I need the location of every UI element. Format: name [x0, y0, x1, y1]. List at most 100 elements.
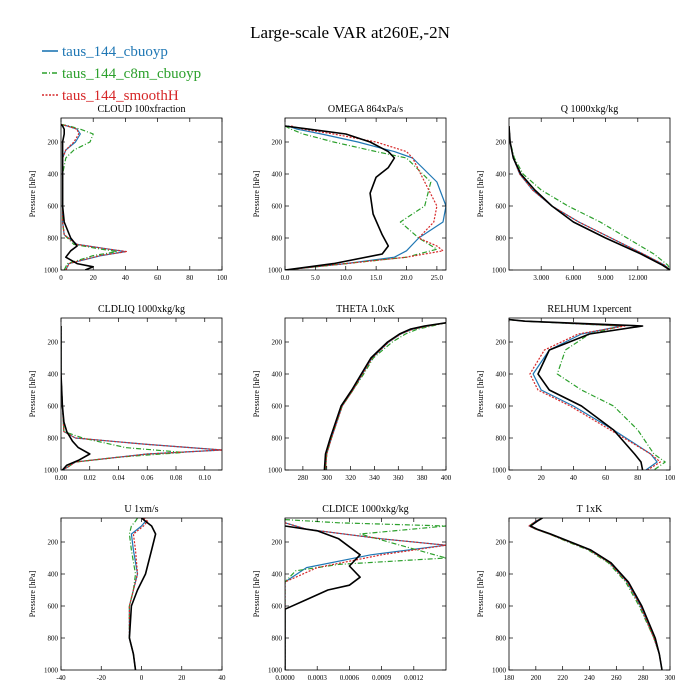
x-tick-label: 25.0: [431, 274, 444, 282]
x-tick-label: 60: [602, 474, 610, 482]
x-tick-label: 5.0: [311, 274, 320, 282]
y-tick-label: 600: [48, 403, 59, 411]
series-group: [128, 518, 157, 670]
x-tick-label: 400: [441, 474, 452, 482]
series-line-1: [528, 518, 663, 670]
x-tick-label: 280: [638, 674, 649, 682]
y-tick-label: 800: [48, 435, 59, 443]
y-tick-label: 800: [496, 235, 507, 243]
x-tick-label: -20: [97, 674, 107, 682]
y-tick-label: 200: [272, 539, 283, 547]
x-tick-label: 3.000: [533, 274, 549, 282]
panel-title: CLOUD 100xfraction: [97, 104, 185, 115]
plot-frame: [508, 117, 671, 271]
y-axis-label: Pressure [hPa]: [252, 570, 261, 617]
y-tick-label: 400: [48, 571, 59, 579]
legend-label-3: taus_144_smoothH: [62, 88, 179, 104]
y-tick-label: 1000: [492, 667, 507, 675]
series-group: [285, 519, 446, 670]
y-tick-label: 200: [496, 339, 507, 347]
series-line-4: [61, 326, 91, 470]
x-tick-label: 20.0: [400, 274, 413, 282]
series-line-3: [285, 125, 444, 270]
y-tick-label: 400: [48, 171, 59, 179]
y-axis-label: Pressure [hPa]: [28, 570, 37, 617]
y-axis-label: Pressure [hPa]: [476, 370, 485, 417]
plot-frame: [60, 317, 223, 471]
x-tick-label: 0: [140, 674, 144, 682]
y-tick-label: 600: [496, 403, 507, 411]
y-tick-label: 1000: [492, 267, 507, 275]
plot-frame: [60, 117, 223, 271]
x-tick-label: 12.000: [628, 274, 648, 282]
x-tick-label: 0.0000: [275, 674, 295, 682]
y-tick-label: 600: [496, 603, 507, 611]
x-tick-label: 0.0003: [308, 674, 328, 682]
series-line-2: [285, 125, 438, 270]
x-tick-label: 260: [611, 674, 622, 682]
y-axis-label: Pressure [hPa]: [252, 170, 261, 217]
x-tick-label: 300: [665, 674, 676, 682]
x-tick-label: 0.0012: [404, 674, 424, 682]
y-tick-label: 400: [48, 371, 59, 379]
series-line-2: [528, 518, 663, 670]
panel-title: RELHUM 1xpercent: [547, 304, 631, 315]
plot-frame: [508, 517, 671, 671]
x-tick-label: 280: [298, 474, 309, 482]
x-tick-label: 220: [557, 674, 568, 682]
y-tick-label: 200: [496, 139, 507, 147]
series-line-4: [509, 125, 670, 270]
series-line-3: [528, 518, 663, 670]
y-tick-label: 1000: [492, 467, 507, 475]
legend-label-2: taus_144_c8m_cbuoyp: [62, 66, 201, 82]
series-line-4: [285, 125, 396, 270]
y-tick-label: 200: [272, 339, 283, 347]
y-tick-label: 1000: [268, 667, 283, 675]
x-tick-label: 0.0006: [340, 674, 360, 682]
x-tick-label: 300: [321, 474, 332, 482]
panel-5: THETA 1.0xK Pressure [hPa] 280 300 320 340 360…: [252, 304, 452, 482]
plot-frame: [284, 517, 447, 671]
plot-frame: [284, 117, 447, 271]
series-line-2: [509, 125, 670, 270]
panel-title: Q 1000xkg/kg: [561, 104, 619, 115]
series-line-3: [509, 125, 670, 270]
x-tick-label: 0.04: [112, 474, 125, 482]
panel-title: OMEGA 864xPa/s: [328, 104, 403, 115]
panel-6: RELHUM 1xpercent Pressure [hPa] 0 20 40 60 80 1…: [476, 304, 676, 482]
x-tick-label: 10.0: [340, 274, 353, 282]
series-line-3: [324, 322, 446, 470]
x-tick-label: 100: [217, 274, 228, 282]
y-tick-label: 600: [272, 203, 283, 211]
y-tick-label: 400: [272, 171, 283, 179]
x-tick-label: 80: [186, 274, 194, 282]
series-line-2: [324, 322, 446, 470]
x-tick-label: 0.08: [170, 474, 183, 482]
panel-1: CLOUD 100xfraction Pressure [hPa] 0 20 40 60 8…: [28, 104, 228, 282]
x-tick-label: 60: [154, 274, 162, 282]
panel-title: U 1xm/s: [124, 504, 158, 515]
y-tick-label: 800: [272, 435, 283, 443]
y-tick-label: 1000: [44, 467, 59, 475]
x-tick-label: 0.0: [281, 274, 290, 282]
y-tick-label: 800: [272, 635, 283, 643]
x-tick-label: 20: [90, 274, 98, 282]
series-line-3: [285, 522, 446, 670]
series-line-1: [509, 125, 670, 270]
x-tick-label: 0: [59, 274, 63, 282]
y-tick-label: 200: [496, 539, 507, 547]
legend: taus_144_cbuoyp taus_144_c8m_cbuoyp taus_1…: [42, 44, 201, 104]
y-tick-label: 1000: [44, 667, 59, 675]
y-tick-label: 600: [48, 203, 59, 211]
x-tick-label: 6.000: [566, 274, 582, 282]
y-tick-label: 400: [496, 171, 507, 179]
series-line-1: [285, 522, 446, 670]
panels: CLOUD 100xfraction Pressure [hPa] 0 20 40 60 8…: [28, 104, 676, 682]
x-tick-label: 240: [584, 674, 595, 682]
series-line-4: [128, 518, 157, 670]
y-tick-label: 600: [272, 603, 283, 611]
figure-title: Large-scale VAR at260E,-2N: [250, 23, 450, 42]
y-axis-label: Pressure [hPa]: [28, 370, 37, 417]
y-tick-label: 400: [272, 371, 283, 379]
y-axis-label: Pressure [hPa]: [252, 370, 261, 417]
